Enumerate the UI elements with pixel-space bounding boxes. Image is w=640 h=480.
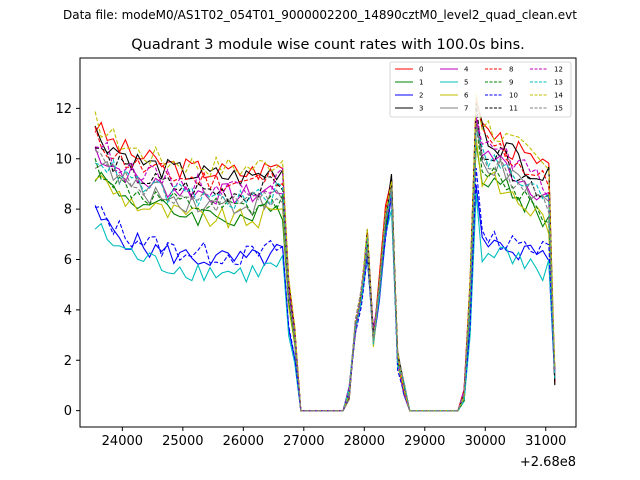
legend-label-0: 0 xyxy=(419,66,423,74)
chart-suptitle: Data file: modeM0/AS1T02_054T01_90000022… xyxy=(63,8,577,22)
x-tick-label: 24000 xyxy=(102,434,143,449)
legend-label-15: 15 xyxy=(554,105,563,113)
legend-label-9: 9 xyxy=(509,79,513,87)
axes-layer: 24000 25000 26000 27000 28000 29000 30000 31000… xyxy=(55,57,577,449)
x-tick-label: 29000 xyxy=(404,434,445,449)
y-tick-label: 6 xyxy=(64,253,72,268)
legend-label-11: 11 xyxy=(509,105,518,113)
x-tick-label: 31000 xyxy=(525,434,566,449)
legend-label-10: 10 xyxy=(509,92,518,100)
series-line-15 xyxy=(94,127,556,412)
y-tick-label: 10 xyxy=(55,152,72,167)
x-tick-label: 30000 xyxy=(465,434,506,449)
y-tick-label: 8 xyxy=(64,203,72,218)
legend-label-4: 4 xyxy=(464,66,469,74)
y-tick-label: 0 xyxy=(64,404,72,419)
legend-label-3: 3 xyxy=(419,105,423,113)
x-offset-label: +2.68e8 xyxy=(520,455,576,470)
y-tick-label: 2 xyxy=(64,354,72,369)
legend-label-5: 5 xyxy=(464,79,468,87)
legend-label-13: 13 xyxy=(554,79,563,87)
legend-label-12: 12 xyxy=(554,66,563,74)
legend-label-2: 2 xyxy=(419,92,423,100)
legend-box xyxy=(389,61,572,118)
y-tick-label: 4 xyxy=(64,303,72,318)
legend-label-7: 7 xyxy=(464,105,468,113)
legend-label-1: 1 xyxy=(419,79,423,87)
chart-title: Quadrant 3 module wise count rates with … xyxy=(131,37,525,53)
legend-label-6: 6 xyxy=(464,92,469,100)
x-tick-label: 26000 xyxy=(223,434,264,449)
x-tick-label: 27000 xyxy=(283,434,324,449)
plot-area xyxy=(80,58,576,427)
axes-frame xyxy=(79,57,577,428)
legend-label-14: 14 xyxy=(554,92,563,100)
axes-background xyxy=(80,58,576,427)
y-tick-label: 12 xyxy=(55,102,72,117)
x-tick-label: 28000 xyxy=(344,434,385,449)
x-tick-label: 25000 xyxy=(162,434,203,449)
legend-label-8: 8 xyxy=(509,66,513,74)
